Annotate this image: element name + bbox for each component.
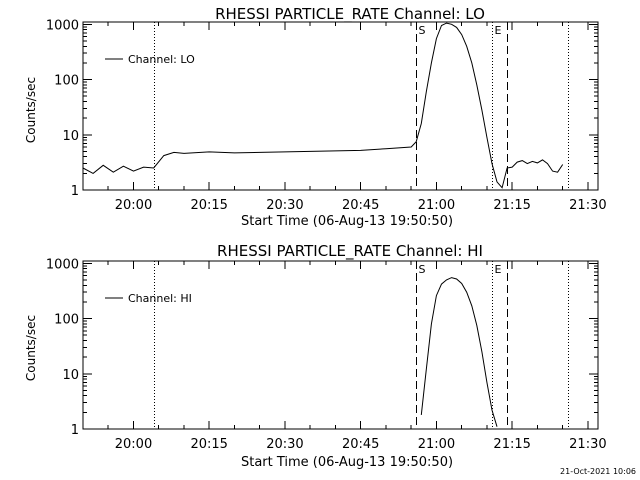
chart-hi-plot-area: 20:00 20:15 20:30 20:45 21:00 21:15 21:30 1 10 10… <box>46 257 607 452</box>
series-line <box>82 22 564 189</box>
marker-label: S <box>419 24 426 37</box>
chart-lo-legend: Channel: LO <box>105 53 195 66</box>
x-tick-label: 20:45 <box>342 437 379 452</box>
chart-hi-title: RHESSI PARTICLE_RATE Channel: HI <box>217 242 483 261</box>
series-line <box>420 277 498 427</box>
x-tick-label: 21:15 <box>493 437 530 452</box>
footer-timestamp: 21-Oct-2021 10:06 <box>560 467 636 476</box>
marker-label: E <box>495 263 502 276</box>
y-tick-label: 1000 <box>46 257 79 272</box>
y-tick-label: 10 <box>62 129 79 144</box>
chart-lo-ylabel: Counts/sec <box>24 77 38 143</box>
chart-hi-ylabel: Counts/sec <box>24 315 38 381</box>
y-tick-label: 1 <box>71 423 79 438</box>
x-tick-label: 20:45 <box>342 198 379 213</box>
y-tick-label: 1 <box>71 184 79 199</box>
x-tick-label: 20:30 <box>266 198 303 213</box>
marker-label: E <box>495 24 502 37</box>
chart-lo-plot-area: 20:00 20:15 20:30 20:45 21:00 21:15 21:30 1 10 10… <box>46 18 607 213</box>
x-tick-label: 21:00 <box>418 198 455 213</box>
chart-hi: RHESSI PARTICLE_RATE Channel: HI 20:00 20… <box>24 242 607 470</box>
plot-frame <box>82 21 599 191</box>
x-tick-label: 21:15 <box>493 198 530 213</box>
chart-lo: RHESSI PARTICLE_RATE Channel: LO 20:00 20… <box>24 5 607 229</box>
chart-hi-xlabel: Start Time (06-Aug-13 19:50:50) <box>241 455 453 470</box>
x-tick-label: 21:30 <box>569 198 606 213</box>
x-tick-label: 20:00 <box>115 437 152 452</box>
x-tick-label: 20:00 <box>115 198 152 213</box>
y-tick-label: 100 <box>54 74 79 89</box>
marker-label: S <box>419 263 426 276</box>
y-tick-label: 10 <box>62 368 79 383</box>
x-tick-label: 21:00 <box>418 437 455 452</box>
y-tick-label: 100 <box>54 313 79 328</box>
chart-lo-xlabel: Start Time (06-Aug-13 19:50:50) <box>241 214 453 229</box>
x-tick-label: 20:15 <box>190 198 227 213</box>
chart-hi-legend: Channel: HI <box>105 292 192 305</box>
y-tick-label: 1000 <box>46 18 79 33</box>
chart-lo-title: RHESSI PARTICLE_RATE Channel: LO <box>215 5 485 24</box>
x-tick-label: 21:30 <box>569 437 606 452</box>
x-tick-label: 20:30 <box>266 437 303 452</box>
chart-hi-legend-label: Channel: HI <box>128 292 192 305</box>
chart-lo-legend-label: Channel: LO <box>128 53 195 66</box>
plot-frame <box>82 260 599 430</box>
x-tick-label: 20:15 <box>190 437 227 452</box>
